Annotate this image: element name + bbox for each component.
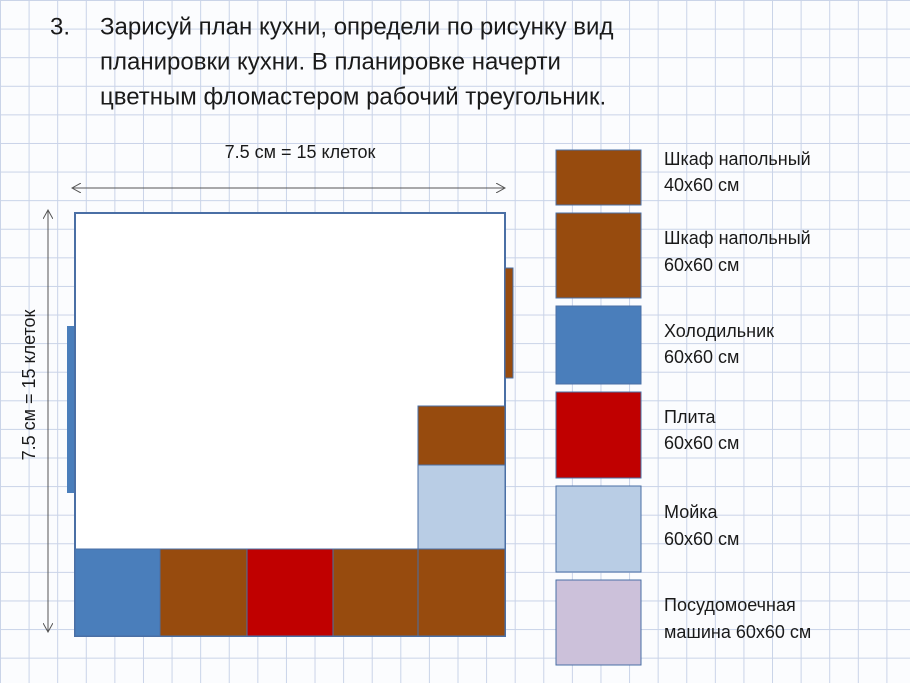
door — [504, 267, 514, 379]
cabinet — [417, 548, 506, 637]
cabinet — [417, 405, 506, 466]
width-label: 7.5 см = 15 клеток — [225, 142, 376, 162]
window — [67, 326, 74, 493]
legend-text: Посудомоечная — [664, 595, 796, 615]
task-number: 3. — [50, 13, 70, 40]
height-label: 7.5 см = 15 клеток — [19, 309, 39, 460]
stove — [246, 548, 334, 637]
cabinet — [159, 548, 248, 637]
legend-text: машина 60x60 см — [664, 622, 811, 642]
task-line: цветным фломастером рабочий треугольник. — [100, 83, 606, 110]
legend-swatch — [555, 149, 642, 206]
legend-swatch — [555, 579, 642, 666]
fridge — [74, 548, 161, 637]
sink — [417, 464, 506, 550]
legend-text: 60x60 см — [664, 433, 739, 453]
task-line: планировки кухни. В планировке начерти — [100, 48, 561, 75]
task-line: Зарисуй план кухни, определи по рисунку … — [100, 13, 613, 40]
legend-swatch — [555, 485, 642, 573]
legend-text: Шкаф напольный — [664, 228, 811, 248]
legend-swatch — [555, 305, 642, 385]
legend-text: 40x60 см — [664, 175, 739, 195]
legend-text: Мойка — [664, 502, 719, 522]
legend-text: Шкаф напольный — [664, 149, 811, 169]
legend-text: Плита — [664, 407, 717, 427]
legend-swatch — [555, 391, 642, 479]
legend-swatch — [555, 212, 642, 299]
legend-text: Холодильник — [664, 321, 774, 341]
legend-text: 60x60 см — [664, 347, 739, 367]
legend-text: 60x60 см — [664, 529, 739, 549]
legend-text: 60x60 см — [664, 255, 739, 275]
cabinet — [332, 548, 419, 637]
